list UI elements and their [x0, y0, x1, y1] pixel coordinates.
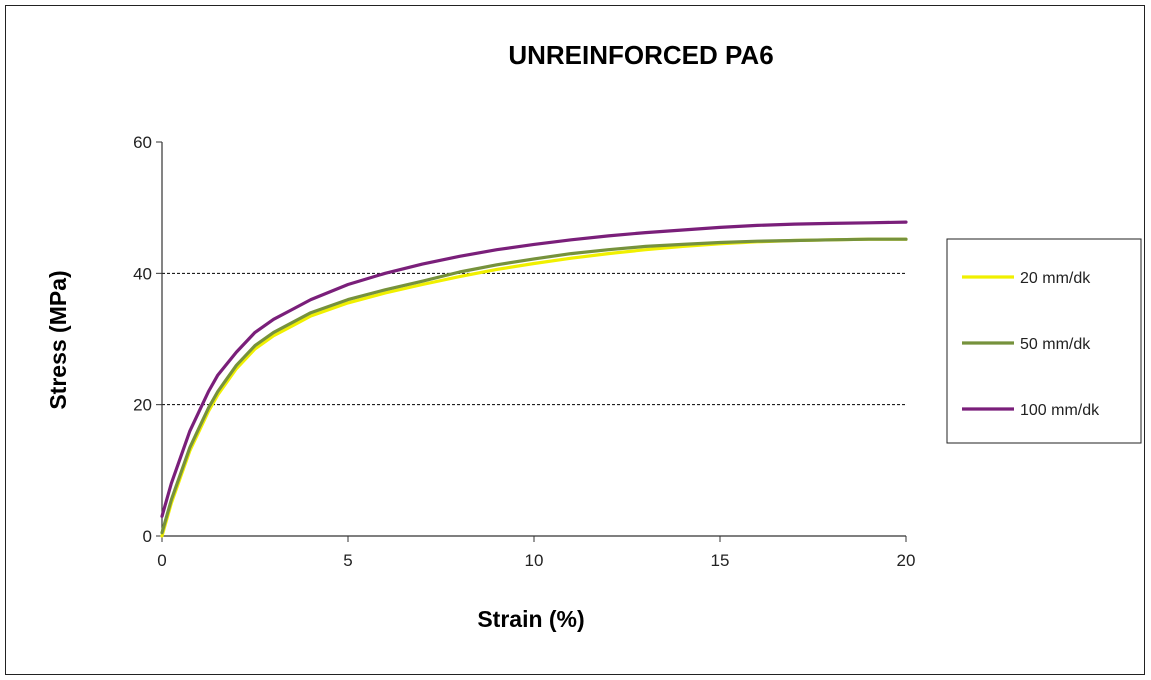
- series-line-1: [160, 237, 908, 535]
- tick-labels: 0 20 40 60 0 5 10 15 20: [133, 133, 915, 570]
- y-tick-label-1: 20: [133, 396, 152, 415]
- chart-title: UNREINFORCED PA6: [508, 40, 773, 70]
- y-axis-title: Stress (MPa): [45, 270, 71, 409]
- chart-frame: UNREINFORCED PA6 0 20 40 60 0 5 10 15 20 Strain …: [5, 5, 1145, 675]
- series-line-2: [160, 220, 908, 518]
- x-tick-label-4: 20: [897, 551, 916, 570]
- x-tick-label-2: 10: [525, 551, 544, 570]
- y-tick-label-0: 0: [143, 527, 152, 546]
- grid-lines: [162, 272, 906, 406]
- x-tick-label-1: 5: [343, 551, 352, 570]
- legend: 20 mm/dk 50 mm/dk 100 mm/dk: [946, 238, 1142, 444]
- x-axis-title: Strain (%): [477, 606, 584, 632]
- line-chart: UNREINFORCED PA6 0 20 40 60 0 5 10 15 20 Strain …: [45, 40, 1142, 632]
- series-lines: [160, 220, 908, 538]
- legend-label-2: 100 mm/dk: [1020, 402, 1100, 419]
- legend-label-0: 20 mm/dk: [1020, 270, 1091, 287]
- y-tick-label-3: 60: [133, 133, 152, 152]
- x-tick-label-0: 0: [157, 551, 166, 570]
- x-tick-label-3: 15: [711, 551, 730, 570]
- y-tick-label-2: 40: [133, 264, 152, 283]
- axes: [156, 141, 907, 542]
- series-line-0: [160, 237, 908, 538]
- legend-label-1: 50 mm/dk: [1020, 336, 1091, 353]
